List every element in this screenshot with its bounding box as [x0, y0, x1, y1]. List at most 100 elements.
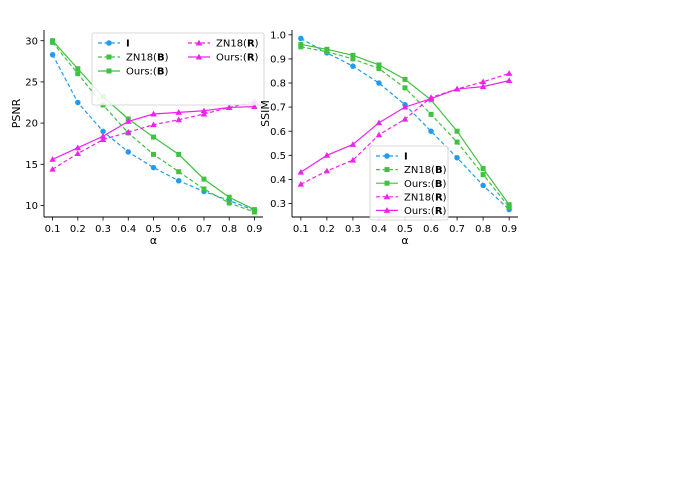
data-point — [349, 156, 357, 163]
y-tick-label: 20 — [25, 119, 38, 130]
legend-label-bold: I — [126, 39, 130, 50]
x-tick-label: 0.1 — [45, 224, 61, 235]
data-point — [401, 115, 409, 122]
legend-label-bold: B — [435, 165, 443, 176]
legend-item-ZN18-R: ZN18(R) — [376, 192, 447, 203]
legend-label-bold: I — [404, 152, 408, 163]
data-point — [200, 107, 208, 114]
legend-label-prefix: ZN18( — [404, 165, 435, 176]
data-point — [297, 180, 305, 187]
data-point — [402, 76, 408, 82]
data-point — [376, 80, 382, 86]
legend-marker — [384, 180, 390, 186]
x-tick-label: 0.7 — [196, 224, 212, 235]
data-point — [298, 35, 304, 42]
legend-label-prefix: Ours:( — [404, 179, 435, 190]
legend-label-prefix: Ours:( — [404, 206, 435, 217]
legend-marker — [384, 167, 390, 173]
data-point — [150, 110, 157, 117]
data-point — [505, 70, 513, 76]
data-point — [151, 134, 156, 140]
data-point — [427, 95, 435, 102]
data-point — [225, 104, 233, 110]
data-point — [376, 62, 382, 68]
data-point — [297, 168, 305, 175]
legend-label-suffix: ) — [164, 67, 168, 78]
data-point — [49, 156, 56, 162]
legend-label: I — [404, 152, 408, 163]
legend-label: ZN18(R) — [404, 192, 447, 203]
data-point — [480, 166, 486, 172]
x-tick-label: 0.5 — [397, 224, 413, 235]
y-tick-label: 1.0 — [270, 30, 286, 41]
data-point — [125, 128, 132, 135]
legend-marker — [383, 193, 391, 200]
data-point — [176, 169, 182, 175]
legend-item-Ours-R: Ours:(R) — [376, 206, 447, 217]
data-point — [75, 71, 81, 77]
x-tick-label: 0.5 — [146, 224, 162, 235]
legend-label: I — [126, 39, 130, 50]
legend-label-bold: R — [435, 192, 443, 203]
data-point — [175, 178, 182, 184]
legend-marker — [384, 153, 390, 159]
data-point — [350, 56, 356, 62]
data-point — [75, 99, 81, 106]
data-point — [74, 144, 82, 151]
x-tick-label: 0.9 — [246, 224, 262, 235]
y-tick-label: 0.4 — [270, 175, 286, 186]
data-point — [99, 136, 107, 143]
legend-item-Ours-B: Ours:(B) — [98, 67, 168, 78]
legend-marker — [106, 40, 112, 46]
data-point — [125, 118, 132, 124]
data-point — [375, 131, 383, 138]
y-axis-label: PSNR — [10, 98, 23, 128]
data-point — [454, 128, 460, 134]
legend-label: Ours:(R) — [216, 53, 259, 64]
data-point — [150, 164, 157, 171]
data-point — [175, 109, 182, 115]
data-point — [402, 85, 408, 91]
x-tick-label: 0.8 — [475, 224, 491, 235]
legend-label-suffix: ) — [255, 53, 259, 64]
data-point — [454, 154, 460, 161]
legend-marker — [383, 207, 391, 213]
data-point — [480, 182, 486, 189]
data-point — [200, 110, 208, 117]
x-axis-label: α — [150, 234, 157, 247]
legend-box — [91, 32, 265, 106]
data-point — [428, 111, 434, 117]
legend-marker — [195, 39, 203, 46]
legend-label-bold: R — [247, 39, 255, 50]
legend-label-bold: B — [157, 53, 165, 64]
data-point — [324, 46, 330, 52]
data-point — [375, 119, 383, 126]
data-point — [201, 186, 207, 192]
y-tick-label: 0.7 — [270, 103, 286, 114]
x-tick-label: 0.6 — [423, 224, 439, 235]
y-tick-label: 10 — [25, 201, 38, 212]
y-tick-label: 0.3 — [270, 199, 286, 210]
x-tick-label: 0.1 — [293, 224, 309, 235]
legend-item-I: I — [376, 152, 408, 163]
legend-label: ZN18(B) — [126, 53, 169, 64]
chart-panel-1: 0.1 0.2 0.3 0.4 0.5 0.6 0.7 0.8 0.9 10 15 20 25 30 α PS… — [10, 30, 265, 247]
data-point — [506, 202, 512, 208]
legend-label-suffix: ) — [165, 53, 169, 64]
legend-item-Ours-B: Ours:(B) — [376, 179, 446, 190]
legend-label: Ours:(R) — [404, 206, 447, 217]
series-Ours-R — [297, 77, 513, 175]
legend-item-Ours-R: Ours:(R) — [188, 53, 259, 64]
legend-item-ZN18-B: ZN18(B) — [376, 165, 447, 176]
legend-label-suffix: ) — [443, 165, 447, 176]
data-point — [479, 78, 487, 85]
x-tick-label: 0.6 — [171, 224, 187, 235]
data-point — [479, 83, 487, 90]
legend-label: ZN18(B) — [404, 165, 447, 176]
legend-label-suffix: ) — [255, 39, 259, 50]
legend-label-bold: R — [435, 206, 443, 217]
data-point — [226, 200, 232, 206]
